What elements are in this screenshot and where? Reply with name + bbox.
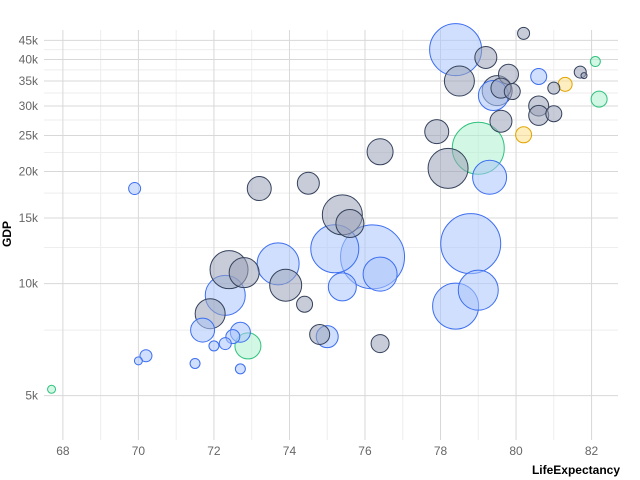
- data-point[interactable]: [327, 272, 357, 302]
- data-point[interactable]: [545, 105, 563, 123]
- data-point[interactable]: [128, 182, 142, 196]
- data-point[interactable]: [335, 209, 365, 239]
- data-point[interactable]: [218, 337, 232, 351]
- data-point[interactable]: [190, 317, 216, 343]
- data-point[interactable]: [515, 126, 533, 144]
- data-point[interactable]: [503, 83, 521, 101]
- y-tick-label: 35k: [19, 74, 39, 88]
- data-point[interactable]: [517, 26, 531, 40]
- data-point[interactable]: [474, 45, 498, 69]
- x-tick-label: 70: [132, 444, 146, 458]
- data-point[interactable]: [269, 268, 303, 302]
- data-point[interactable]: [557, 76, 573, 92]
- data-point[interactable]: [133, 356, 143, 366]
- data-point[interactable]: [424, 119, 450, 145]
- data-point[interactable]: [590, 90, 608, 108]
- data-point[interactable]: [370, 334, 390, 354]
- data-point[interactable]: [472, 159, 508, 195]
- data-point[interactable]: [234, 363, 246, 375]
- data-point[interactable]: [547, 81, 561, 95]
- x-tick-label: 78: [434, 444, 448, 458]
- data-point[interactable]: [366, 138, 394, 166]
- y-tick-label: 40k: [19, 52, 39, 66]
- data-point[interactable]: [530, 68, 548, 86]
- y-tick-label: 45k: [19, 33, 39, 47]
- tick-labels: 68 70 72 74 76 78 80 82 5k 10k 15k 20k 25k 30k 35k 40k 4…: [19, 33, 599, 458]
- data-point[interactable]: [427, 147, 469, 189]
- y-tick-label: 30k: [19, 99, 39, 113]
- x-tick-label: 74: [283, 444, 297, 458]
- x-axis-title: LifeExpectancy: [532, 463, 620, 477]
- data-point[interactable]: [457, 269, 499, 311]
- y-tick-label: 5k: [25, 389, 39, 403]
- y-axis-title: GDP: [0, 221, 14, 247]
- data-point[interactable]: [309, 323, 331, 345]
- data-point[interactable]: [362, 256, 398, 292]
- data-point[interactable]: [208, 340, 220, 352]
- data-point[interactable]: [139, 349, 153, 363]
- data-points: [47, 23, 608, 394]
- x-tick-label: 68: [56, 444, 70, 458]
- x-tick-label: 72: [207, 444, 221, 458]
- y-tick-label: 10k: [19, 277, 39, 291]
- data-point[interactable]: [47, 384, 57, 394]
- y-tick-label: 15k: [19, 211, 39, 225]
- y-tick-label: 20k: [19, 165, 39, 179]
- data-point[interactable]: [589, 56, 601, 68]
- data-point[interactable]: [246, 176, 272, 202]
- data-point[interactable]: [443, 65, 475, 97]
- x-tick-label: 76: [358, 444, 372, 458]
- data-point[interactable]: [296, 171, 320, 195]
- x-tick-label: 80: [509, 444, 523, 458]
- data-point[interactable]: [440, 213, 502, 275]
- data-point[interactable]: [189, 357, 201, 369]
- data-point[interactable]: [580, 72, 588, 80]
- x-tick-label: 82: [585, 444, 599, 458]
- y-tick-label: 25k: [19, 128, 39, 142]
- data-point[interactable]: [228, 257, 260, 289]
- data-point[interactable]: [296, 295, 314, 313]
- data-point[interactable]: [489, 109, 513, 133]
